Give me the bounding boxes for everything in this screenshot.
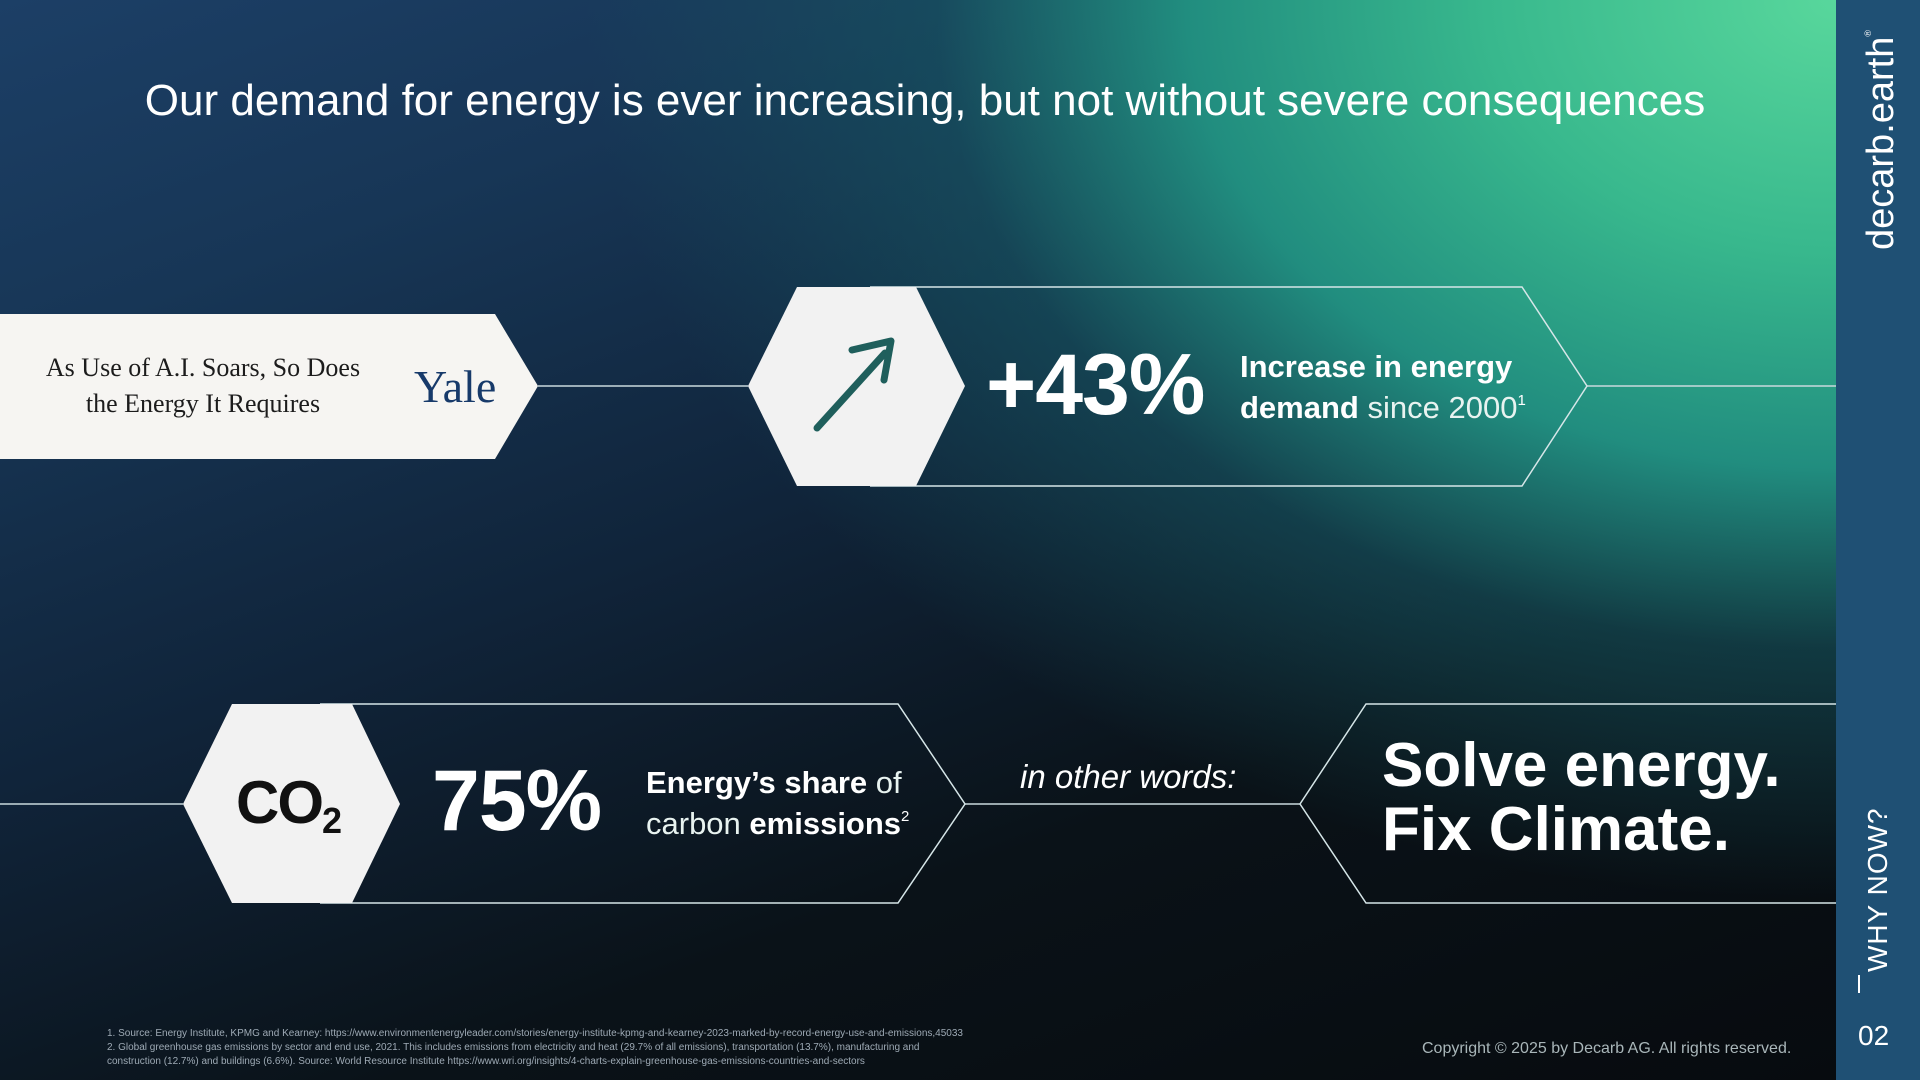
page-number: 02 [1858,1020,1890,1051]
section-label: WHY NOW? [1862,807,1893,972]
connector-text: in other words: [1020,758,1237,795]
conclusion-line-2: Fix Climate. [1382,795,1730,864]
sidebar [1836,0,1920,1080]
footnote-2b: construction (12.7%) and buildings (6.6%… [107,1056,865,1067]
stat-2-description: Energy’s share of carbon emissions2 [646,762,946,850]
co2-icon: CO2 [236,768,342,841]
stat-2-desc-bold-1: Energy’s share [646,765,868,800]
conclusion-outline [1299,703,1836,904]
stat-2-desc-bold-2: emissions [749,806,902,841]
stat-2-value: 75% [432,753,602,849]
footnote-1: 1. Source: Energy Institute, KPMG and Ke… [107,1028,963,1039]
brand-registered-mark: ® [1863,29,1873,37]
stat-1-pill-outline [870,286,1588,487]
footnotes: 1. Source: Energy Institute, KPMG and Ke… [107,1027,1107,1069]
arrow-up-right-icon [813,337,895,432]
news-source-logo: Yale [414,361,497,412]
stat-2-hexagon [183,704,400,903]
brand-logo: decarb.earth® [1860,0,1903,250]
conclusion-line-1: Solve energy. [1382,731,1781,800]
page-title: Our demand for energy is ever increasing… [144,76,1706,125]
conclusion: Solve energy. Fix Climate. [1382,734,1781,862]
stat-2-footnote-ref: 2 [901,808,910,825]
footnote-2a: 2. Global greenhouse gas emissions by se… [107,1042,920,1053]
stat-2-pill-outline [320,703,966,904]
copyright: Copyright © 2025 by Decarb AG. All right… [1422,1040,1792,1057]
news-headline: As Use of A.I. Soars, So Does the Energy… [45,353,361,418]
stat-2-desc-light-2: carbon [646,806,741,841]
stat-1-footnote-ref: 1 [1517,392,1526,409]
co2-icon-subscript: 2 [322,800,342,841]
stat-1-desc-bold: Increase in energy demand [1240,349,1513,425]
stat-2-desc-light-1: of [875,765,902,800]
stat-1-description: Increase in energy demand since 20001 [1240,346,1570,434]
section-divider [1858,975,1860,993]
stat-1-desc-light: since 2000 [1367,390,1518,425]
brand-name: decarb.earth [1860,36,1902,250]
stat-1-value: +43% [986,337,1205,433]
news-card [0,314,538,459]
co2-icon-text: CO [236,769,324,836]
